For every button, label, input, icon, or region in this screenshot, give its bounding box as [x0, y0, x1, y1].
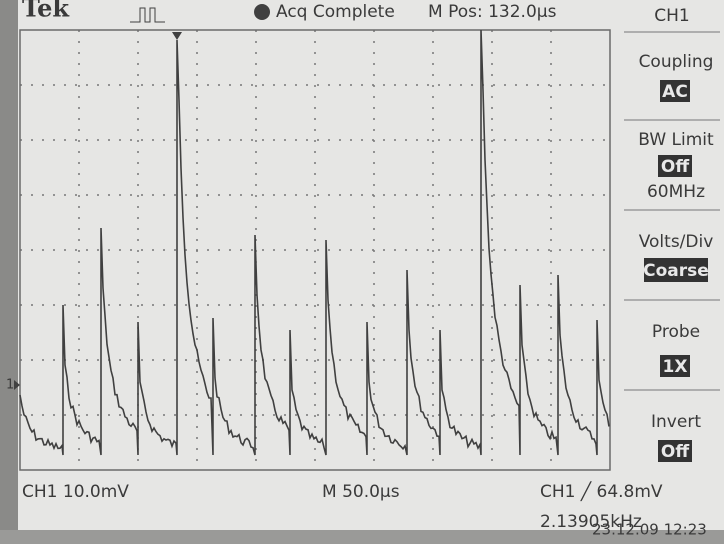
channel-marker-arrow: [14, 380, 20, 390]
bezel: [0, 530, 724, 544]
bezel: [0, 0, 18, 544]
menu-value-box: [658, 155, 692, 177]
trigger-level: CH1 ╱ 64.8mV: [540, 481, 663, 502]
side-menu: CH1 Coupling AC BW Limit Off 60MHz Volts…: [624, 6, 720, 462]
run-icon: [130, 7, 165, 23]
trigger-position: [172, 32, 182, 40]
menu-label[interactable]: Invert: [651, 412, 701, 432]
menu-value[interactable]: Off: [661, 157, 689, 177]
menu-title: CH1: [654, 6, 689, 26]
horizontal-position: M Pos: 132.0µs: [428, 2, 557, 22]
channel-marker: 1: [6, 378, 14, 393]
menu-value[interactable]: Off: [661, 442, 689, 462]
frequency: 2.13905kHz: [540, 512, 642, 532]
menu-value-box: [658, 440, 692, 462]
menu-value-box: [660, 80, 690, 102]
status-dot: [254, 4, 270, 20]
menu-value-box: [644, 258, 708, 282]
menu-extra: 60MHz: [647, 182, 705, 202]
menu-value[interactable]: Coarse: [643, 261, 709, 281]
timebase: M 50.0µs: [322, 482, 400, 502]
menu-label[interactable]: Coupling: [639, 52, 714, 72]
datetime: 23.12.09 12:23: [592, 521, 707, 539]
menu-label[interactable]: BW Limit: [638, 130, 714, 150]
menu-value[interactable]: AC: [662, 82, 688, 102]
menu-value[interactable]: 1X: [663, 357, 688, 377]
waveform: [19, 29, 610, 456]
menu-label[interactable]: Volts/Div: [639, 232, 714, 252]
acq-status: Acq Complete: [276, 2, 395, 22]
screen-border: [19, 29, 611, 471]
menu-label[interactable]: Probe: [652, 322, 700, 342]
brand: Tek: [22, 0, 70, 23]
menu-value-box: [660, 355, 690, 377]
channel-scale: CH1 10.0mV: [22, 482, 129, 502]
